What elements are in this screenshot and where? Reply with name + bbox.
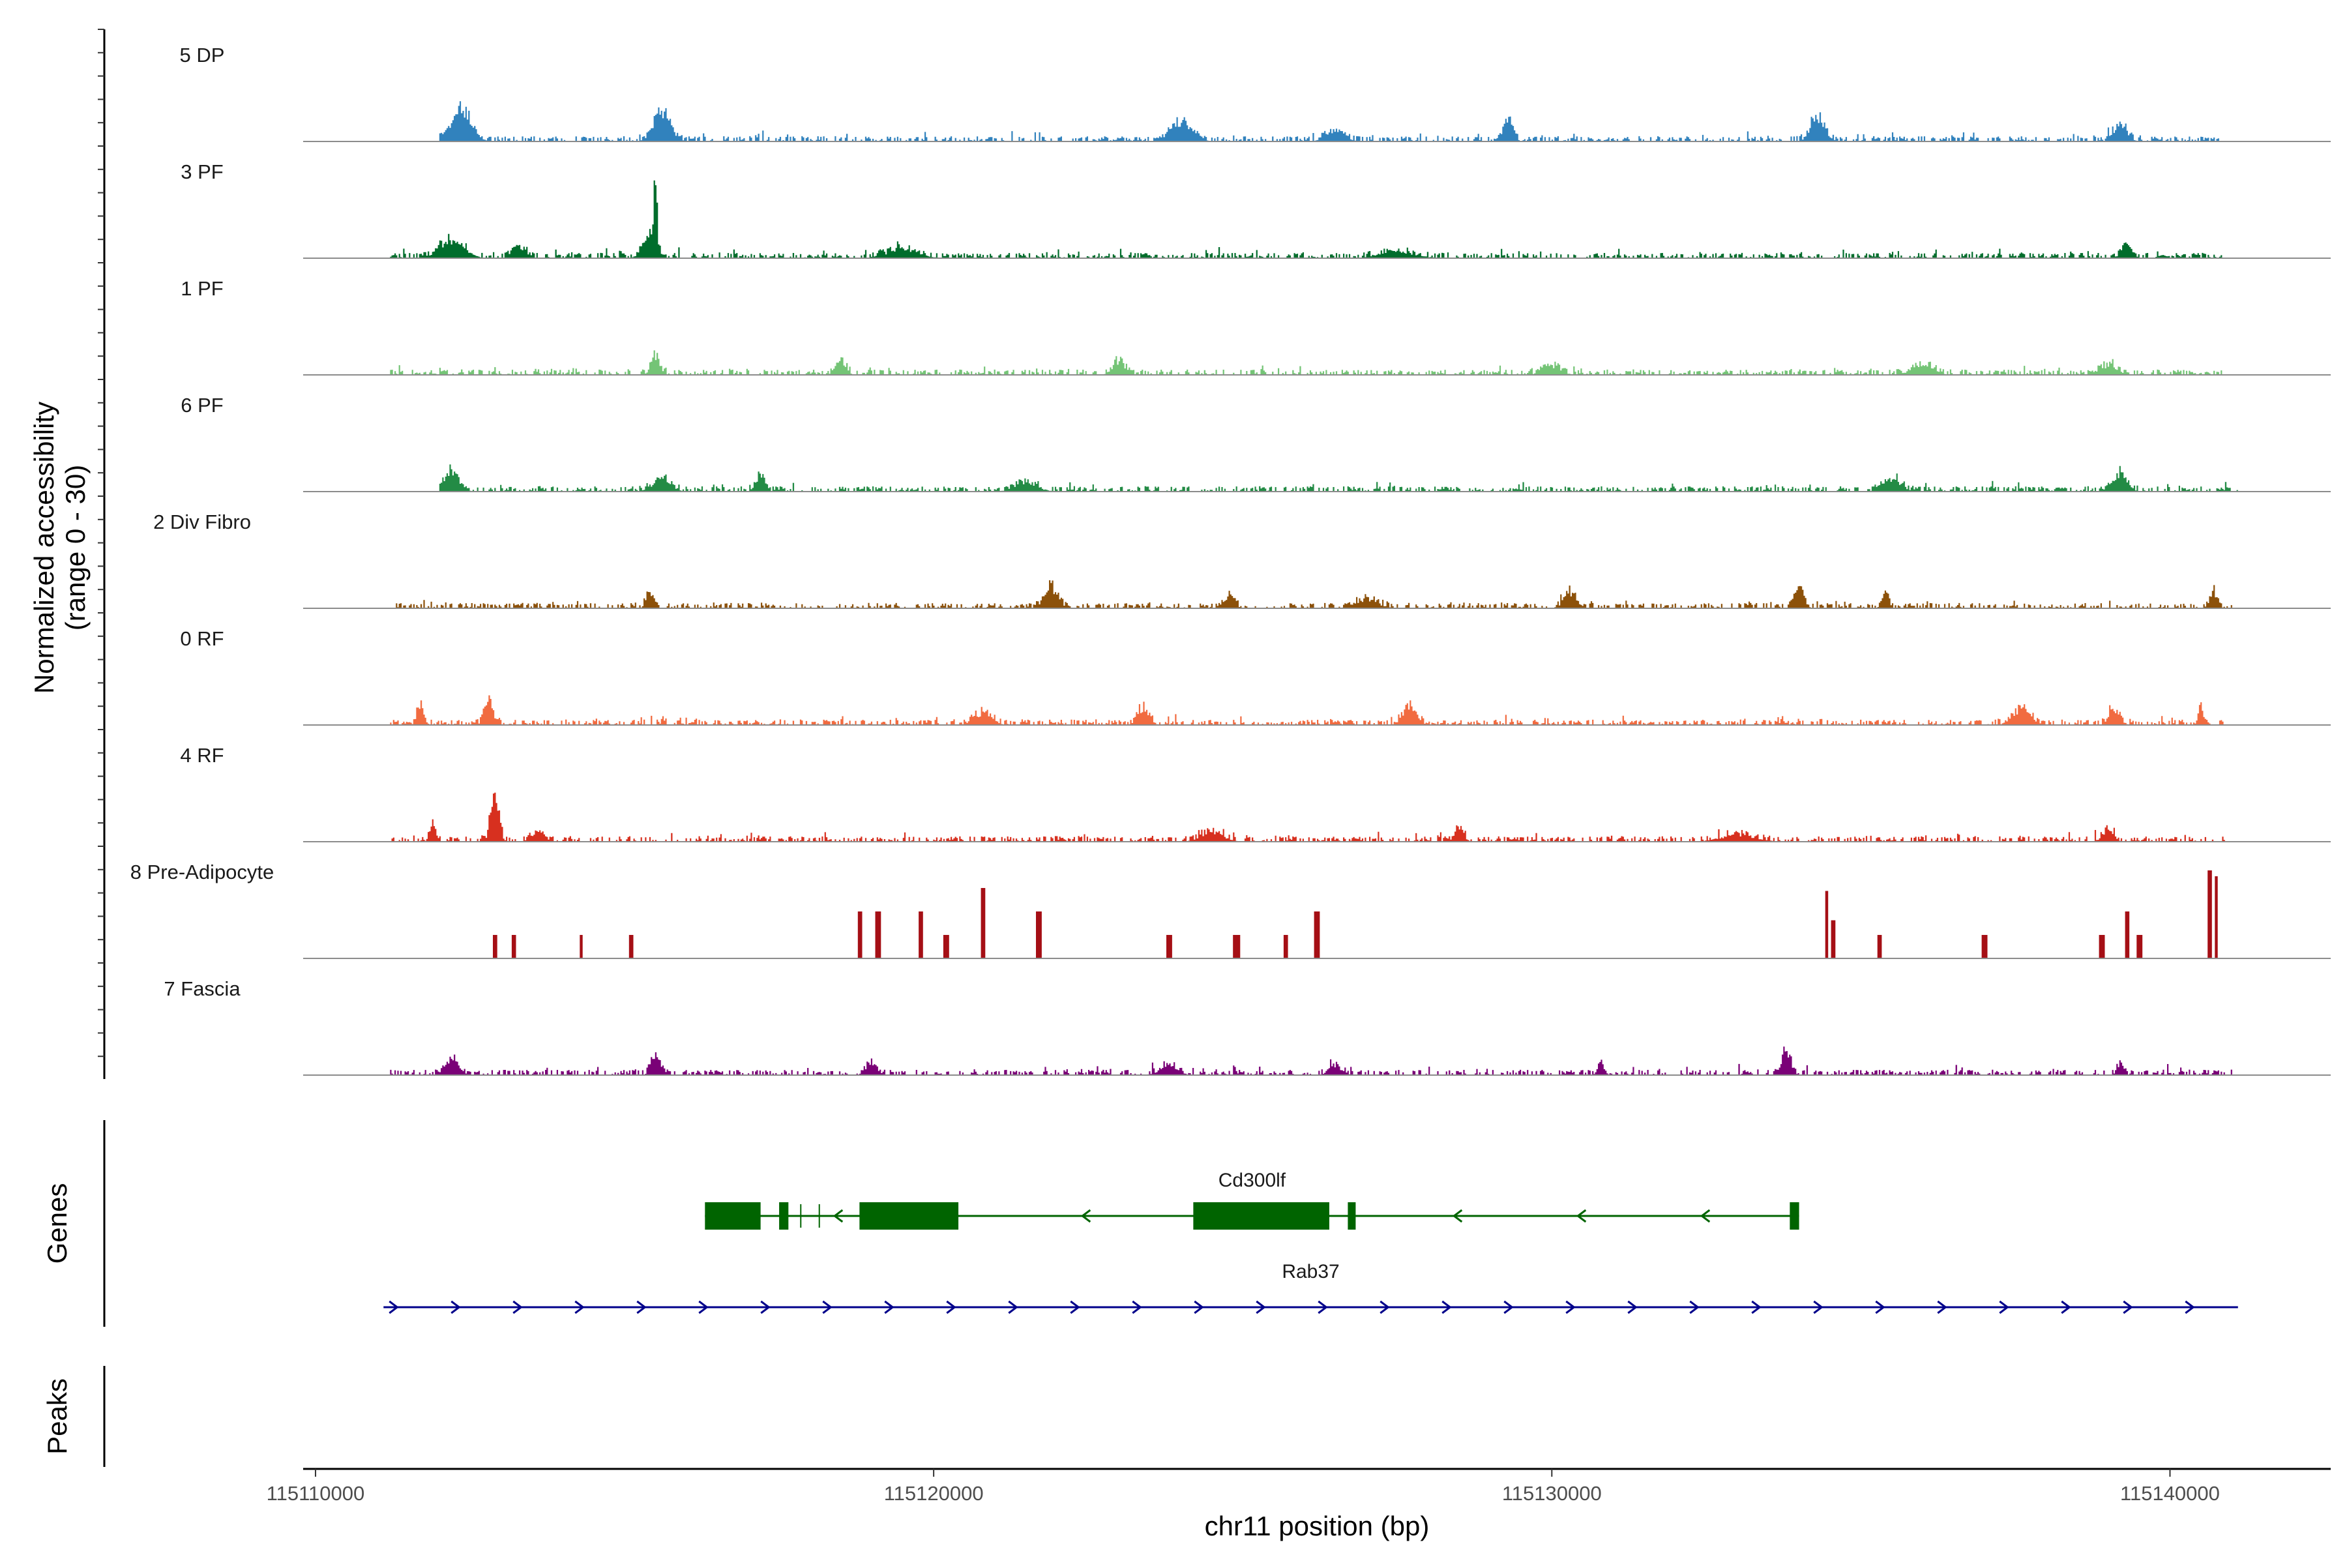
strand-arrow (1194, 1300, 1204, 1314)
x-tick-label: 115130000 (1502, 1482, 1602, 1505)
strand-arrow (2061, 1300, 2071, 1314)
strand-arrow (1080, 1209, 1091, 1223)
gene-exon (1193, 1202, 1329, 1230)
strand-arrow (1132, 1300, 1142, 1314)
gene-label: Cd300lf (1218, 1170, 1286, 1191)
coverage-area (303, 792, 2331, 842)
strand-arrow (450, 1300, 461, 1314)
strand-arrow (1452, 1209, 1463, 1223)
strand-arrow (1627, 1300, 1638, 1314)
strand-arrow (946, 1300, 956, 1314)
coverage-area (303, 580, 2331, 608)
genes-panel-title: Genes (42, 1183, 72, 1264)
track-2-div-fibro: 2 Div Fibro (153, 510, 2331, 609)
strand-arrow (636, 1300, 647, 1314)
track-label: 8 Pre-Adipocyte (130, 861, 274, 883)
track-0-rf: 0 RF (180, 627, 2331, 726)
gene-exon (1790, 1202, 1799, 1230)
track-label: 0 RF (180, 627, 224, 650)
coverage-area (303, 695, 2331, 725)
coverage-panel: 5 DP 3 PF 1 PF 6 PF 2 Div Fibro 0 RF 4 RF 8 Pre… (130, 44, 2331, 1076)
track-6-pf: 6 PF (181, 394, 2331, 492)
strand-arrow (1999, 1300, 2009, 1314)
strand-arrow (822, 1300, 833, 1314)
gene-exon (1348, 1202, 1356, 1230)
strand-arrow (2185, 1300, 2195, 1314)
strand-arrow (1256, 1300, 1266, 1314)
track-8-pre-adipocyte: 8 Pre-Adipocyte (130, 861, 2331, 959)
strand-arrow (1380, 1300, 1390, 1314)
strand-arrow (1937, 1300, 1947, 1314)
gene-cd300lf: Cd300lf (705, 1170, 1799, 1230)
strand-arrow (1751, 1300, 1762, 1314)
strand-arrow (1700, 1209, 1711, 1223)
strand-arrow (760, 1300, 771, 1314)
strand-arrow (1813, 1300, 1823, 1314)
strand-arrow (2123, 1300, 2133, 1314)
strand-arrow (884, 1300, 894, 1314)
gene-rab37: Rab37 (383, 1261, 2238, 1314)
track-1-pf: 1 PF (181, 277, 2331, 376)
coverage-area (303, 101, 2331, 141)
axes: Normalized accessibility(range 0 - 30) Ge… (29, 29, 2331, 1541)
track-7-fascia: 7 Fascia (164, 977, 2331, 1076)
y-axis-title: Normalized accessibility(range 0 - 30) (29, 402, 91, 694)
coverage-area (303, 350, 2331, 375)
genes-panel: Cd300lf Rab37 (383, 1170, 2238, 1314)
track-label: 7 Fascia (164, 977, 241, 1000)
coverage-area (303, 1046, 2331, 1075)
strand-arrow (698, 1300, 709, 1314)
track-label: 1 PF (181, 277, 223, 300)
strand-arrow (1070, 1300, 1080, 1314)
gene-exon (705, 1202, 761, 1230)
gene-exon (859, 1202, 959, 1230)
peaks-panel-title: Peaks (42, 1378, 72, 1455)
track-4-rf: 4 RF (180, 744, 2331, 842)
track-5-dp: 5 DP (180, 44, 2331, 142)
strand-arrow (574, 1300, 585, 1314)
coverage-area (303, 180, 2331, 258)
track-label: 4 RF (180, 744, 224, 767)
strand-arrow (1503, 1300, 1514, 1314)
gene-label: Rab37 (1282, 1261, 1339, 1282)
strand-arrow (1875, 1300, 1885, 1314)
track-3-pf: 3 PF (181, 160, 2331, 259)
strand-arrow (512, 1300, 523, 1314)
strand-arrow (389, 1300, 399, 1314)
coverage-area (303, 464, 2331, 492)
track-label: 6 PF (181, 394, 223, 417)
gene-exon (779, 1202, 789, 1230)
strand-arrow (1565, 1300, 1576, 1314)
track-label: 2 Div Fibro (153, 510, 251, 533)
strand-arrow (1689, 1300, 1700, 1314)
strand-arrow (1008, 1300, 1018, 1314)
strand-arrow (1441, 1300, 1452, 1314)
coverage-area (303, 870, 2331, 958)
strand-arrow (1576, 1209, 1587, 1223)
x-tick-label: 115140000 (2120, 1482, 2220, 1505)
track-label: 3 PF (181, 160, 223, 183)
x-tick-label: 115110000 (267, 1482, 365, 1505)
strand-arrow (833, 1209, 844, 1223)
strand-arrow (1318, 1300, 1328, 1314)
x-axis-title: chr11 position (bp) (1205, 1511, 1430, 1541)
x-tick-label: 115120000 (884, 1482, 984, 1505)
track-label: 5 DP (180, 44, 225, 67)
